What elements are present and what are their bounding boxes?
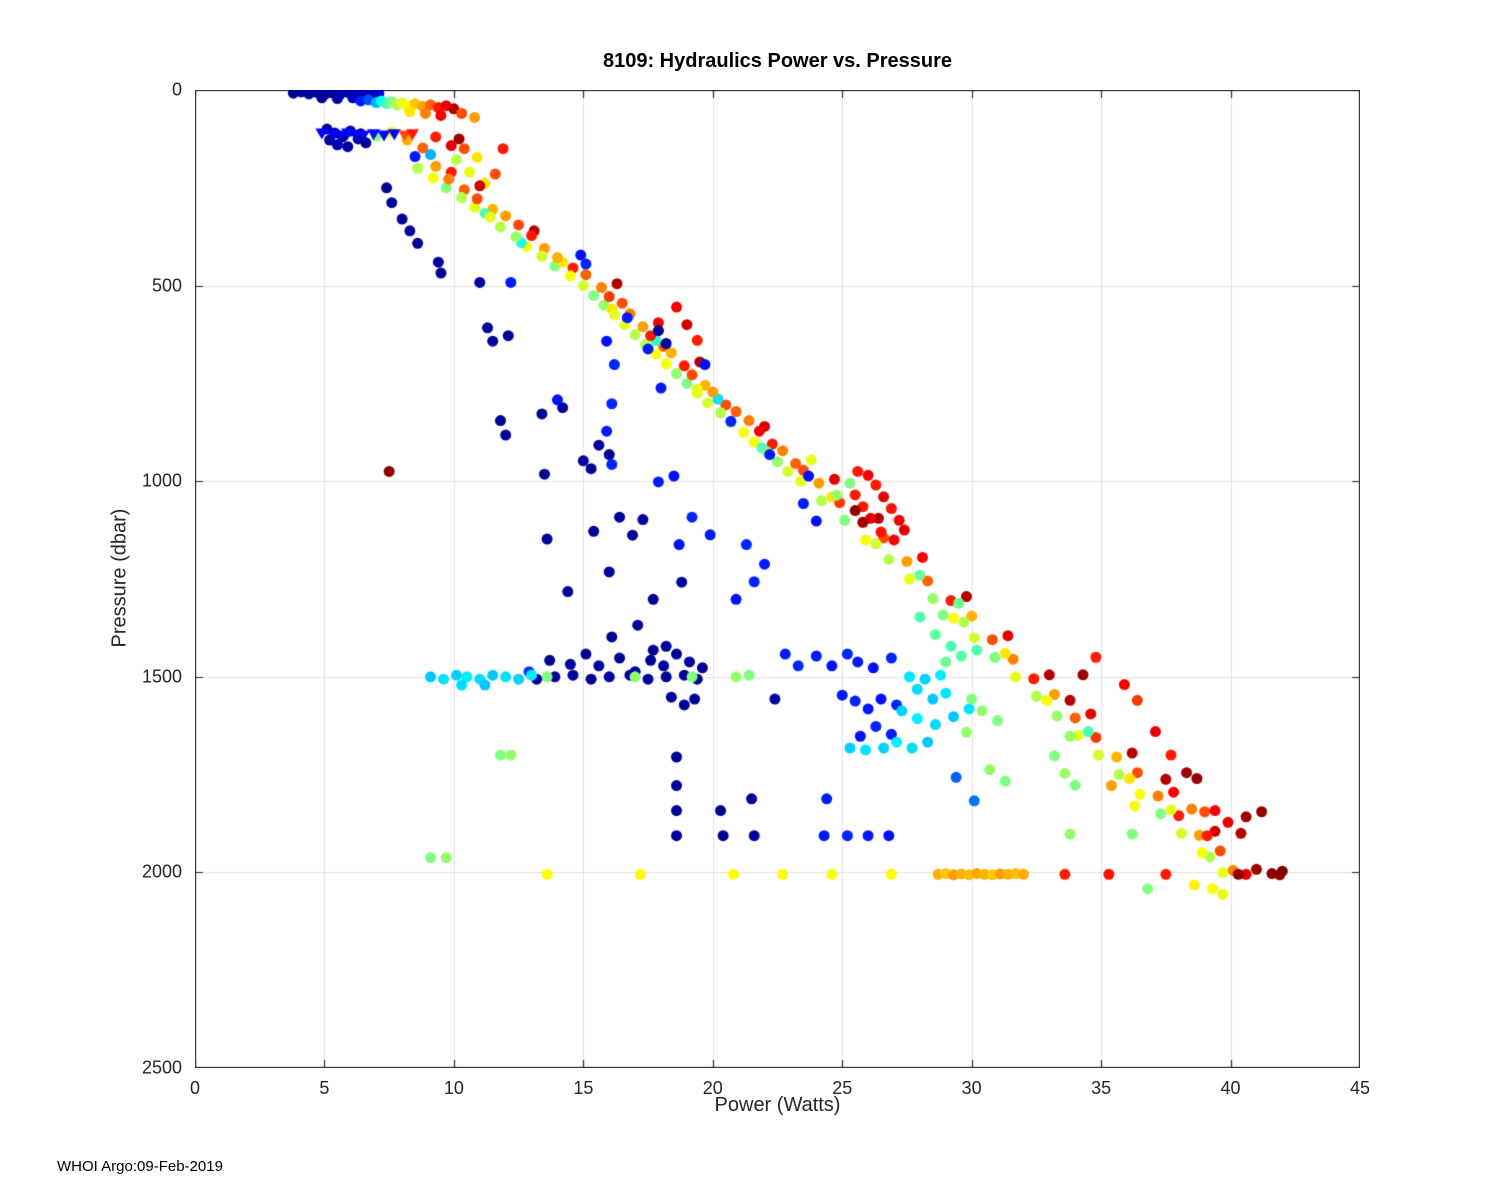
x-tick-label: 30 (961, 1078, 982, 1098)
x-tick-label: 45 (1349, 1078, 1371, 1098)
x-tick-label: 40 (1220, 1078, 1241, 1098)
y-tick-label: 0 (171, 79, 182, 100)
y-tick-label: 1500 (141, 666, 182, 687)
y-tick-label: 1000 (141, 470, 182, 491)
y-axis-label: Pressure (dbar) (108, 508, 131, 648)
x-tick-label: 25 (832, 1078, 853, 1098)
chart-title: 8109: Hydraulics Power vs. Pressure (602, 50, 953, 72)
x-tick-label: 35 (1091, 1078, 1112, 1098)
x-tick-label: 5 (319, 1078, 330, 1098)
scatter-plot-canvas (195, 90, 1360, 1068)
footer-credit: WHOI Argo:09-Feb-2019 (57, 1158, 223, 1175)
x-tick-label: 20 (702, 1078, 723, 1098)
y-tick-label: 2000 (141, 861, 182, 882)
y-tick-label: 2500 (141, 1057, 182, 1078)
x-axis-label: Power (Watts) (714, 1094, 841, 1116)
y-tick-label: 500 (151, 275, 182, 296)
x-tick-label: 10 (443, 1078, 464, 1098)
x-tick-label: 15 (573, 1078, 594, 1098)
x-tick-label: 0 (189, 1078, 201, 1098)
